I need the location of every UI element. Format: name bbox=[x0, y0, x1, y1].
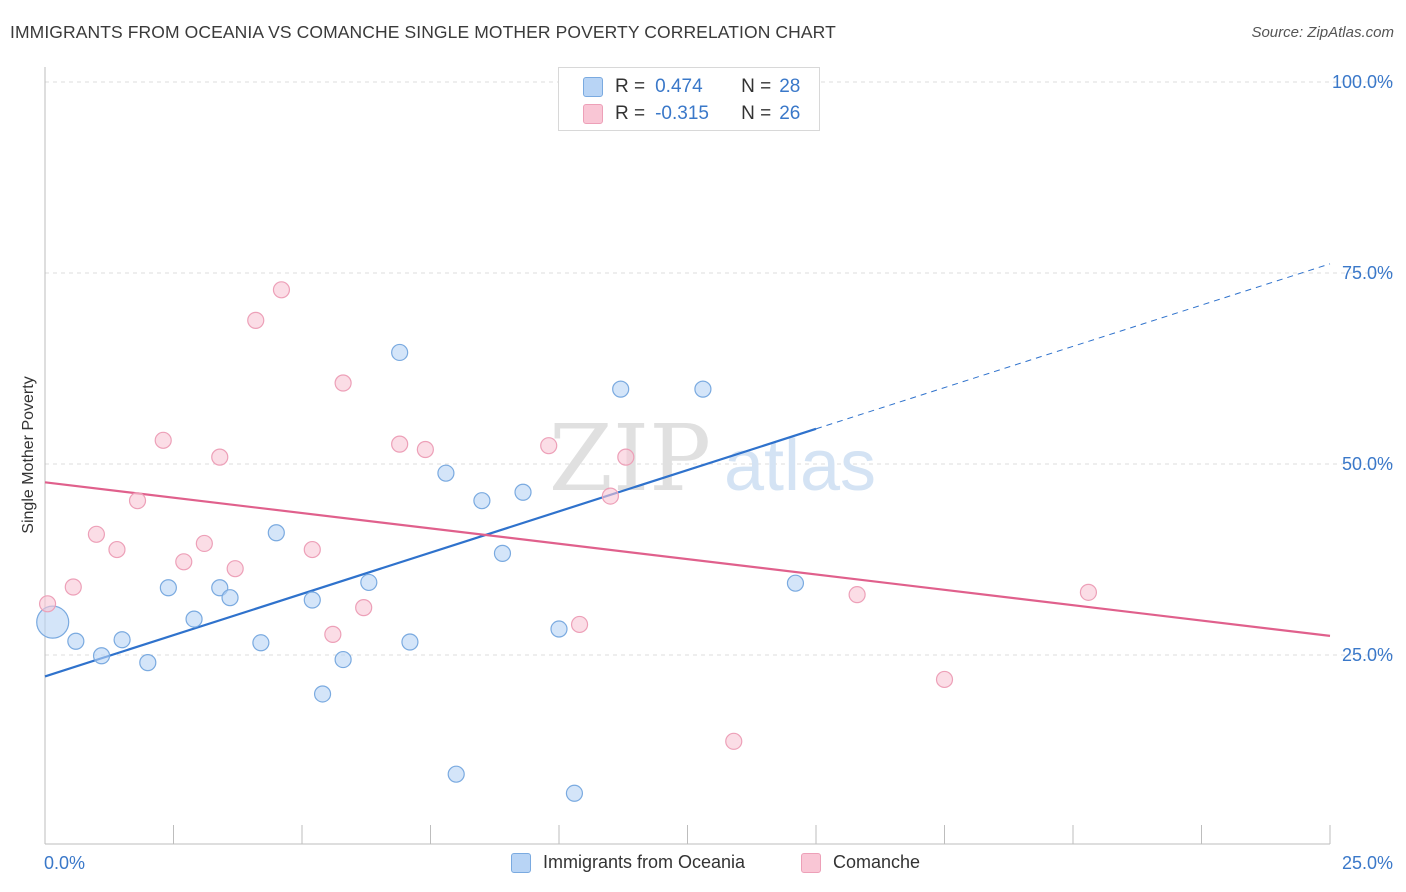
data-point-blue bbox=[252, 634, 270, 652]
legend-item-comanche[interactable]: Comanche bbox=[801, 852, 920, 873]
data-point-blue bbox=[360, 573, 378, 592]
data-point-blue bbox=[514, 483, 532, 501]
legend-label-comanche: Comanche bbox=[833, 852, 921, 872]
data-point-blue bbox=[334, 650, 352, 669]
data-point-pink bbox=[416, 440, 434, 459]
data-point-pink bbox=[1079, 583, 1098, 601]
legend-swatch-pink bbox=[801, 852, 821, 873]
data-point-blue bbox=[473, 492, 491, 510]
y-tick-label: 25.0% bbox=[1342, 645, 1393, 665]
data-point-blue bbox=[786, 574, 805, 592]
data-point-blue bbox=[139, 654, 157, 672]
data-point-blue bbox=[313, 685, 332, 703]
axes bbox=[44, 67, 1331, 845]
legend-swatch-blue bbox=[583, 77, 603, 97]
watermark-atlas: atlas bbox=[724, 426, 876, 506]
chart-title: IMMIGRANTS FROM OCEANIA VS COMANCHE SING… bbox=[10, 22, 836, 42]
data-point-blue bbox=[36, 605, 70, 639]
data-point-pink bbox=[848, 586, 866, 604]
data-point-pink bbox=[617, 448, 635, 466]
data-point-pink bbox=[175, 553, 193, 571]
data-point-blue bbox=[67, 632, 85, 650]
data-point-blue bbox=[211, 579, 229, 597]
data-point-blue bbox=[447, 765, 465, 783]
legend-r-value: 0.474 bbox=[655, 76, 703, 97]
legend-r-label: R = bbox=[615, 76, 646, 97]
data-point-pink bbox=[601, 487, 620, 505]
data-point-pink bbox=[226, 560, 244, 578]
trend-line-oceania bbox=[44, 427, 817, 678]
data-point-pink bbox=[391, 435, 409, 453]
data-point-blue bbox=[612, 380, 630, 398]
y-tick-label: 75.0% bbox=[1342, 263, 1393, 283]
data-point-pink bbox=[195, 534, 213, 553]
data-point-blue bbox=[493, 544, 512, 562]
data-point-pink bbox=[87, 525, 106, 543]
watermark: ZIP atlas bbox=[549, 405, 876, 512]
data-point-pink bbox=[211, 448, 229, 466]
trend-line-comanche bbox=[44, 481, 1331, 637]
trend-line-oceania-projection bbox=[815, 263, 1331, 430]
y-tick-label: 50.0% bbox=[1342, 454, 1393, 474]
data-point-blue bbox=[185, 610, 203, 628]
data-point-pink bbox=[935, 670, 954, 689]
data-point-blue bbox=[401, 633, 419, 651]
x-tick-label: 0.0% bbox=[44, 853, 85, 873]
legend-row-comanche: R = -0.315 N = 26 bbox=[583, 101, 800, 127]
data-point-blue bbox=[565, 784, 584, 802]
legend-swatch-pink bbox=[583, 104, 603, 124]
legend-item-oceania[interactable]: Immigrants from Oceania bbox=[511, 852, 745, 873]
data-point-pink bbox=[334, 374, 352, 392]
data-point-blue bbox=[92, 647, 111, 665]
data-point-pink bbox=[355, 599, 373, 617]
trend-lines bbox=[44, 263, 1331, 678]
legend-n-label: N = bbox=[741, 103, 772, 124]
series-legend: Immigrants from Oceania Comanche bbox=[0, 852, 1406, 876]
correlation-legend: R = 0.474 N = 28 R = -0.315 N = 26 bbox=[558, 67, 820, 131]
tick-labels: 25.0% 50.0% 75.0% 100.0% 0.0% 25.0% bbox=[44, 72, 1393, 873]
data-point-blue bbox=[113, 631, 131, 649]
data-point-pink bbox=[540, 437, 558, 455]
data-point-pink bbox=[303, 540, 321, 559]
data-point-blue bbox=[159, 579, 177, 597]
data-point-pink bbox=[64, 578, 82, 596]
legend-n-label: N = bbox=[741, 76, 772, 97]
legend-row-oceania: R = 0.474 N = 28 bbox=[583, 74, 800, 100]
data-point-blue bbox=[391, 343, 409, 362]
x-tick-label: 25.0% bbox=[1342, 853, 1393, 873]
legend-n-value: 26 bbox=[779, 103, 801, 124]
data-point-pink bbox=[154, 431, 172, 449]
legend-label-oceania: Immigrants from Oceania bbox=[543, 852, 746, 872]
data-point-pink bbox=[247, 311, 265, 329]
data-point-blue bbox=[221, 589, 239, 607]
grid-lines bbox=[45, 81, 1394, 656]
legend-r-label: R = bbox=[615, 103, 646, 124]
data-point-pink bbox=[324, 625, 342, 643]
source-label: Source: ZipAtlas.com bbox=[1251, 24, 1394, 41]
data-point-blue bbox=[550, 620, 568, 638]
legend-r-value: -0.315 bbox=[655, 103, 709, 124]
legend-n-value: 28 bbox=[779, 76, 801, 97]
data-point-blue bbox=[437, 464, 455, 482]
data-point-pink bbox=[725, 732, 743, 750]
data-point-pink bbox=[128, 492, 147, 510]
data-point-blue bbox=[267, 524, 285, 542]
data-point-pink bbox=[570, 615, 589, 634]
data-points bbox=[36, 73, 1098, 802]
data-point-pink bbox=[108, 540, 126, 559]
data-point-pink bbox=[272, 281, 291, 299]
data-point-blue bbox=[303, 591, 321, 609]
data-point-blue bbox=[694, 380, 712, 398]
y-tick-label: 100.0% bbox=[1332, 72, 1393, 92]
legend-swatch-blue bbox=[511, 852, 531, 873]
data-point-pink bbox=[38, 595, 57, 613]
